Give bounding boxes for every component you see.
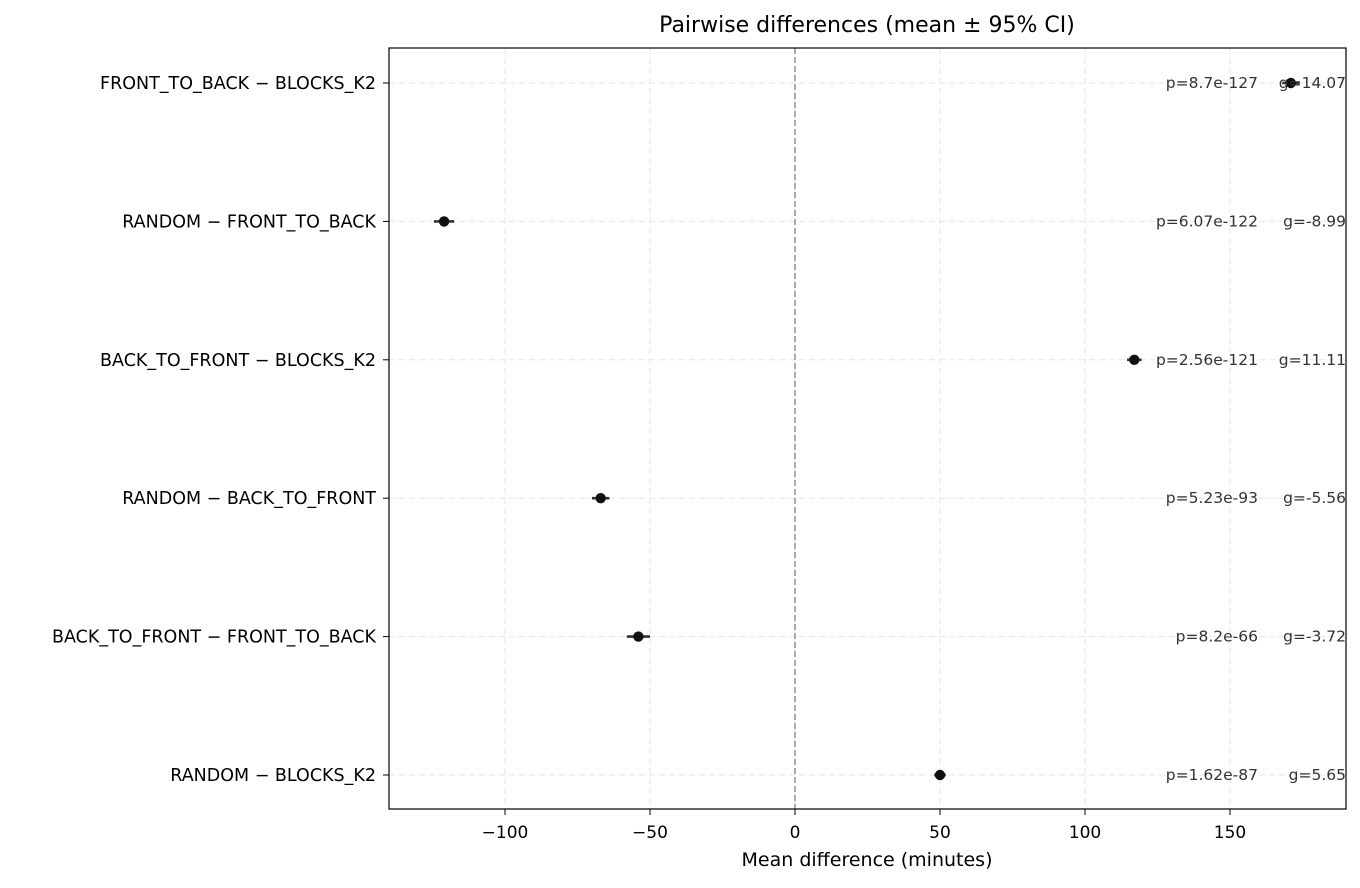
mean-point — [595, 493, 606, 504]
p-value-annotation: p=6.07e-122 — [1156, 212, 1258, 230]
p-value-annotation: p=8.2e-66 — [1176, 628, 1258, 646]
x-tick-label: −50 — [632, 823, 668, 843]
p-value-annotation: p=1.62e-87 — [1166, 766, 1258, 784]
effect-size-annotation: g=-5.56 — [1283, 489, 1346, 507]
y-tick-label: FRONT_TO_BACK − BLOCKS_K2 — [100, 74, 376, 94]
errorbar-layer — [433, 81, 1300, 777]
x-tick-label: 0 — [790, 823, 801, 843]
x-tick-label: 100 — [1069, 823, 1101, 843]
mean-point — [438, 216, 450, 227]
y-tick-label: BACK_TO_FRONT − BLOCKS_K2 — [100, 351, 376, 371]
effect-size-annotation: g=-3.72 — [1283, 628, 1346, 646]
annotation-layer: p=8.7e-127 g=14.07 p=6.07e-122 g=-8.99 p=2.5… — [1156, 74, 1346, 784]
y-tick-label: RANDOM − BLOCKS_K2 — [170, 766, 376, 786]
effect-size-annotation: g=11.11 — [1279, 351, 1346, 369]
p-value-annotation: p=8.7e-127 — [1166, 74, 1258, 92]
effect-size-annotation: g=5.65 — [1289, 766, 1346, 784]
point-layer — [438, 77, 1297, 781]
effect-size-annotation: g=-8.99 — [1283, 212, 1346, 230]
mean-point — [934, 769, 946, 781]
mean-point — [1129, 354, 1140, 365]
grid-layer — [389, 48, 1346, 809]
x-axis-label: Mean difference (minutes) — [742, 849, 993, 871]
x-tick-label: 50 — [929, 823, 951, 843]
y-tick-label: RANDOM − FRONT_TO_BACK — [122, 212, 376, 232]
x-tick-label: 150 — [1214, 823, 1246, 843]
x-tick-layer: −100 −50 0 50 100 150 — [482, 809, 1246, 843]
mean-point — [633, 631, 644, 642]
chart-title: Pairwise differences (mean ± 95% CI) — [659, 13, 1075, 38]
p-value-annotation: p=2.56e-121 — [1156, 351, 1258, 369]
plot-frame — [388, 47, 1347, 810]
p-value-annotation: p=5.23e-93 — [1166, 489, 1258, 507]
mean-point — [1285, 77, 1297, 89]
y-tick-layer: FRONT_TO_BACK − BLOCKS_K2 RANDOM − FRONT_… — [52, 74, 389, 786]
y-tick-label: RANDOM − BACK_TO_FRONT — [122, 489, 376, 509]
x-tick-label: −100 — [482, 823, 529, 843]
y-tick-label: BACK_TO_FRONT − FRONT_TO_BACK — [52, 628, 377, 648]
effect-size-annotation: g=14.07 — [1279, 74, 1346, 92]
